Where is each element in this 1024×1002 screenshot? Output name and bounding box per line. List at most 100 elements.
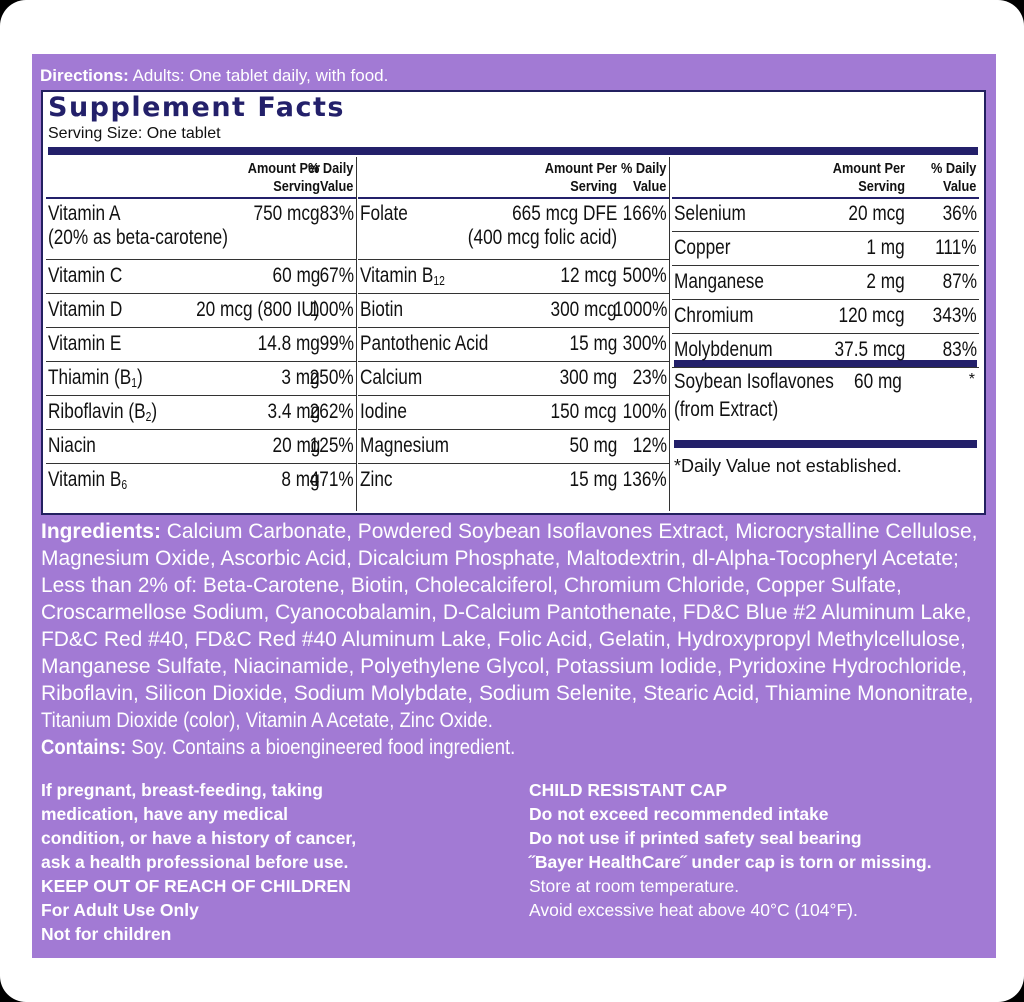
nutrient-row: Zinc 15 mg 136%	[358, 464, 669, 497]
ingredients-line: Manganese Sulfate, Niacinamide, Polyethy…	[41, 653, 987, 680]
ingredients-text: Magnesium Oxide, Ascorbic Acid, Dicalciu…	[41, 547, 959, 570]
nutrient-amount: 300 mcg	[550, 298, 617, 321]
nutrient-row: Magnesium 50 mg 12%	[358, 430, 669, 464]
amount-per-serving-header: Amount Per Serving	[545, 160, 617, 196]
nutrient-name-text: Vitamin B	[48, 468, 122, 491]
ingredients-line: Magnesium Oxide, Ascorbic Acid, Dicalciu…	[41, 545, 987, 572]
nutrient-amount: 37.5 mcg	[834, 338, 905, 361]
dv-header-line2: Value	[942, 178, 976, 195]
nutrient-daily-value: 500%	[622, 264, 667, 287]
nutrient-amount: 3.4 mg	[267, 400, 320, 423]
nutrient-row: Thiamin (B1) 3 mg 250%	[46, 362, 356, 396]
facts-header-2: Amount Per Serving% Daily Value	[358, 157, 669, 199]
daily-value-header: % Daily Value	[931, 160, 976, 196]
soy-dv: *	[968, 371, 975, 388]
warning-line: condition, or have a history of cancer,	[41, 828, 357, 848]
ingredients-line: Croscarmellose Sodium, Cyanocobalamin, D…	[41, 599, 987, 626]
facts-top-bar	[48, 147, 978, 155]
nutrient-amount: 60 mg	[272, 264, 320, 287]
nutrient-name-text: Pantothenic Acid	[360, 332, 489, 355]
directions-label: Directions:	[40, 66, 129, 85]
nutrient-amount: 300 mg	[559, 366, 617, 389]
soy-top-bar	[674, 360, 977, 368]
dv-header-line1: % Daily	[930, 160, 976, 177]
facts-header-1: Amount Per Serving% Daily Value	[46, 157, 356, 199]
amount-per-serving-header: Amount Per Serving	[833, 160, 905, 196]
directions-body: Adults: One tablet daily, with food.	[128, 66, 389, 85]
nutrient-row: Selenium 20 mcg 36%	[672, 198, 979, 232]
warning-line-bold: Do not use if printed safety seal bearin…	[529, 828, 862, 848]
warning-line: KEEP OUT OF REACH OF CHILDREN	[41, 876, 351, 896]
nutrient-row: Biotin 300 mcg 1000%	[358, 294, 669, 328]
nutrient-row: Riboflavin (B2) 3.4 mg 262%	[46, 396, 356, 430]
soy-name-line1: Soybean Isoflavones	[674, 370, 834, 393]
ingredients-block: Ingredients: Calcium Carbonate, Powdered…	[41, 518, 989, 761]
nutrient-name: Iodine	[360, 400, 407, 424]
amount-header-line1: Amount Per	[544, 160, 617, 177]
contains-label: Contains:	[41, 736, 127, 759]
nutrient-amount: 665 mcg DFE	[511, 202, 617, 225]
nutrient-amount: 12 mcg	[560, 264, 617, 287]
nutrient-amount: 50 mg	[569, 434, 617, 457]
nutrient-name-text: Vitamin D	[48, 298, 123, 321]
nutrient-row: Vitamin A 750 mcg 83% (20% as beta-carotene…	[46, 198, 356, 260]
nutrient-row: Copper 1 mg 111%	[672, 232, 979, 266]
nutrient-amount: 1 mg	[866, 236, 905, 259]
nutrient-name-text: Vitamin B	[360, 264, 434, 287]
nutrient-row: Vitamin B6 8 mg 471%	[46, 464, 356, 497]
ingredients-text: Riboflavin, Silicon Dioxide, Sodium Moly…	[41, 682, 974, 705]
nutrient-amount: 150 mcg	[550, 400, 617, 423]
nutrient-amount: 8 mg	[281, 468, 320, 491]
nutrient-name-text: Vitamin A	[48, 202, 121, 225]
dv-header-line2: Value	[319, 178, 353, 195]
dv-header-line1: % Daily	[307, 160, 353, 177]
nutrient-name-text: Magnesium	[360, 434, 450, 457]
amount-header-line2: Serving	[858, 178, 905, 195]
nutrient-name: Selenium	[674, 202, 746, 226]
soy-isoflavones-row: Soybean Isoflavones (from Extract) 60 mg…	[672, 366, 979, 424]
nutrient-daily-value: 100%	[622, 400, 667, 423]
nutrient-row: Pantothenic Acid 15 mg 300%	[358, 328, 669, 362]
nutrient-daily-value: 136%	[622, 468, 667, 491]
amount-header-line2: Serving	[570, 178, 617, 195]
nutrient-name-text: Riboflavin (B	[48, 400, 146, 423]
nutrient-name-text: Iodine	[360, 400, 407, 423]
daily-value-note: *Daily Value not established.	[674, 456, 902, 476]
warnings-left: If pregnant, breast-feeding, taking medic…	[41, 778, 356, 946]
nutrient-daily-value: 471%	[309, 468, 354, 491]
nutrient-name-subscript: 6	[121, 478, 128, 492]
nutrient-row: Vitamin C 60 mg 67%	[46, 260, 356, 294]
nutrient-amount: 120 mcg	[838, 304, 905, 327]
supplement-facts-panel: Supplement Facts Serving Size: One table…	[41, 90, 986, 515]
nutrient-name: Magnesium	[360, 434, 449, 458]
daily-value-header: % Daily Value	[621, 160, 666, 196]
ingredients-text: Titanium Dioxide (color), Vitamin A Acet…	[41, 709, 493, 732]
nutrient-name: Molybdenum	[674, 338, 773, 362]
warning-line: If pregnant, breast-feeding, taking	[41, 780, 323, 800]
nutrient-row: Vitamin E 14.8 mg 99%	[46, 328, 356, 362]
nutrient-name-text: Chromium	[674, 304, 754, 327]
nutrient-name: Vitamin A	[48, 202, 120, 226]
nutrient-daily-value: 300%	[622, 332, 667, 355]
soy-name-line2: (from Extract)	[674, 398, 779, 421]
nutrient-daily-value: 36%	[942, 202, 977, 225]
facts-column-2: Amount Per Serving% Daily Value Folate 665 m…	[358, 157, 670, 511]
nutrient-amount: 20 mcg	[848, 202, 905, 225]
nutrient-name: Vitamin B6	[48, 468, 127, 497]
nutrient-name: Vitamin B12	[360, 264, 445, 293]
warnings-right: CHILD RESISTANT CAP Do not exceed recomme…	[529, 778, 932, 922]
nutrient-note: (400 mcg folic acid)	[467, 226, 617, 249]
nutrient-name: Calcium	[360, 366, 422, 390]
facts-header-3: Amount Per Serving % Daily Value	[672, 157, 979, 199]
nutrient-row: Calcium 300 mg 23%	[358, 362, 669, 396]
ingredients-text: Croscarmellose Sodium, Cyanocobalamin, D…	[41, 601, 972, 624]
nutrient-amount: 2 mg	[866, 270, 905, 293]
nutrient-amount: 750 mcg	[253, 202, 320, 225]
nutrient-daily-value: 12%	[632, 434, 667, 457]
warning-line-bold: Do not exceed recommended intake	[529, 804, 829, 824]
nutrient-name: Chromium	[674, 304, 753, 328]
ingredients-text: Calcium Carbonate, Powdered Soybean Isof…	[160, 520, 978, 543]
ingredients-line: Riboflavin, Silicon Dioxide, Sodium Moly…	[41, 680, 987, 707]
warning-line: Store at room temperature.	[529, 876, 740, 896]
ingredients-text: FD&C Red #40, FD&C Red #40 Aluminum Lake…	[41, 628, 966, 651]
